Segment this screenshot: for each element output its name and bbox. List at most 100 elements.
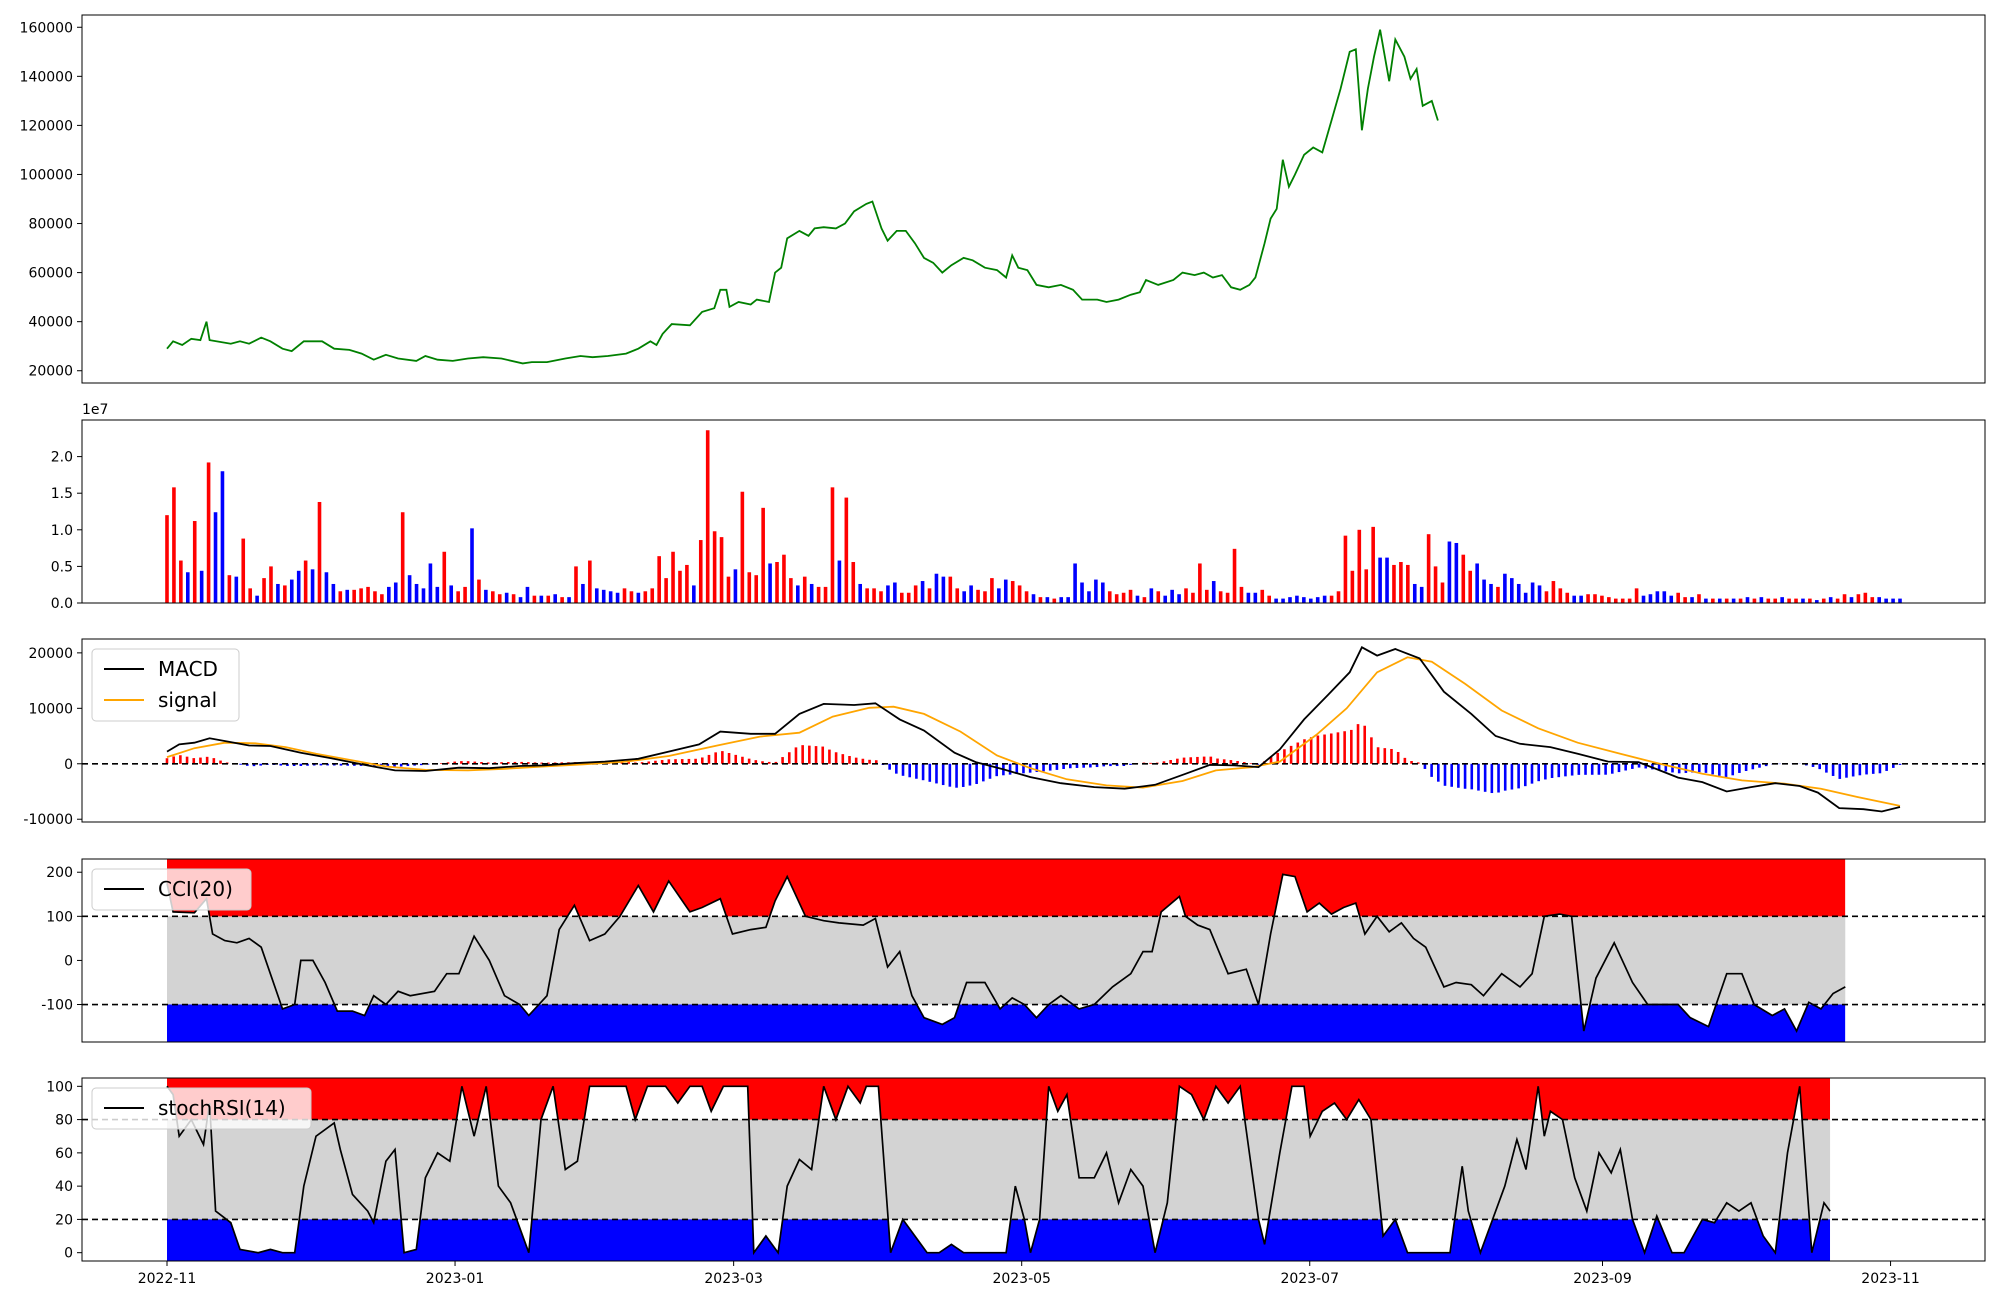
volume-bar <box>1246 592 1251 603</box>
macd-histogram-bar <box>1062 763 1065 769</box>
macd-histogram-bar <box>1764 763 1768 767</box>
macd-histogram-bar <box>172 756 175 764</box>
macd-histogram-bar <box>1871 763 1875 774</box>
macd-histogram-bar <box>1048 763 1052 771</box>
macd-histogram-bar <box>1008 763 1012 775</box>
macd-histogram-bar <box>1457 763 1460 788</box>
macd-histogram-bar <box>312 763 316 766</box>
volume-bar <box>387 586 391 603</box>
volume-bar <box>1468 570 1473 603</box>
legend-label: CCI(20) <box>158 877 233 901</box>
macd-histogram-bar <box>1403 757 1407 764</box>
macd-histogram-bar <box>935 763 938 784</box>
macd-histogram-bar <box>1309 737 1313 764</box>
macd-histogram-bar <box>1503 763 1507 791</box>
volume-bar <box>976 589 980 603</box>
macd-histogram-bar <box>1477 763 1480 791</box>
macd-histogram-bar <box>1430 763 1433 777</box>
macd-histogram-bar <box>1550 763 1554 778</box>
volume-bar <box>941 576 946 603</box>
volume-bar <box>1461 554 1466 603</box>
volume-bar <box>858 583 862 603</box>
macd-line <box>166 646 1901 813</box>
volume-bar <box>532 595 537 603</box>
price-panel-frame <box>81 14 1986 384</box>
volume-bar <box>601 589 606 603</box>
volume-bar <box>1523 592 1528 603</box>
price-y-axis-tick-label: 60000 <box>28 266 73 282</box>
macd-histogram-bar <box>988 763 992 779</box>
macd-histogram-bar <box>1671 763 1674 773</box>
macd-histogram-bar <box>245 763 249 766</box>
macd-histogram-bar <box>199 757 202 764</box>
volume-bar <box>698 540 703 603</box>
y-axis-tick-label: 100 <box>46 1079 73 1095</box>
volume-bar <box>650 588 655 603</box>
macd-histogram-bar <box>1323 734 1326 764</box>
macd-y-axis-tick-label: 20000 <box>28 646 73 662</box>
x-axis-tick-label: 2023-11 <box>1861 1271 1920 1287</box>
volume-bar <box>1371 526 1375 603</box>
oversold-fill <box>166 1219 1831 1261</box>
macd-histogram-bar <box>1095 763 1099 768</box>
volume-bar <box>1503 573 1507 603</box>
volume-bar <box>1350 570 1355 603</box>
macd-histogram-bar <box>473 761 477 764</box>
volume-bar <box>1094 579 1098 603</box>
macd-histogram-bar <box>694 758 697 764</box>
volume-bar <box>1877 597 1882 603</box>
macd-histogram-bar <box>1169 759 1172 764</box>
volume-bar <box>491 591 495 603</box>
macd-histogram-bar <box>982 763 985 782</box>
macd-histogram-bar <box>1610 763 1614 774</box>
volume-bar <box>893 582 897 603</box>
volume-bar <box>1107 591 1112 603</box>
y-axis-tick-label: 60 <box>55 1146 73 1162</box>
volume-bar <box>407 575 412 603</box>
macd-histogram-bar <box>928 763 932 782</box>
volume-bar <box>1572 595 1576 603</box>
macd-histogram-bar <box>1189 757 1193 764</box>
macd-histogram-bar <box>185 756 189 764</box>
y-axis-tick-label: 80 <box>55 1113 73 1129</box>
volume-bar <box>678 570 682 603</box>
macd-histogram-bar <box>406 763 410 767</box>
volume-exponent-label: 1e7 <box>82 402 108 418</box>
volume-bar <box>206 462 211 603</box>
y-axis-tick-label: 0 <box>64 953 73 969</box>
volume-bar <box>948 576 953 603</box>
macd-histogram-bar <box>1296 742 1300 764</box>
volume-bar <box>1225 592 1230 603</box>
panel-frame <box>81 1077 1986 1262</box>
volume-bar <box>1433 566 1438 603</box>
macd-histogram-bar <box>700 757 704 764</box>
price-y-axis-tick-label: 140000 <box>20 69 73 85</box>
macd-y-axis-tick-label: 10000 <box>28 701 73 717</box>
volume-bar <box>1669 595 1674 603</box>
macd-histogram-bar <box>1758 763 1761 768</box>
volume-bar <box>1170 589 1174 603</box>
macd-histogram-bar <box>734 754 738 764</box>
volume-bar <box>1620 598 1625 603</box>
volume-bar <box>588 560 592 603</box>
volume-bar <box>775 562 779 603</box>
volume-bar <box>1087 591 1091 603</box>
macd-histogram-bar <box>620 762 624 764</box>
macd-histogram-bar <box>1617 763 1621 773</box>
volume-bar <box>1024 591 1029 603</box>
macd-histogram-bar <box>647 761 651 764</box>
volume-bar <box>1724 598 1729 603</box>
volume-bar <box>997 588 1001 603</box>
macd-histogram-bar <box>848 756 851 764</box>
macd-histogram-bar <box>1597 763 1601 775</box>
y-axis-tick-label: 100 <box>46 909 73 925</box>
volume-bar <box>615 592 620 603</box>
volume-bar <box>692 585 696 603</box>
volume-bar <box>1676 592 1680 603</box>
macd-histogram-bar <box>1376 747 1380 764</box>
volume-bar <box>664 578 668 603</box>
macd-histogram-bar <box>1564 763 1567 777</box>
volume-bar <box>1828 597 1833 603</box>
volume-bar <box>185 572 190 603</box>
